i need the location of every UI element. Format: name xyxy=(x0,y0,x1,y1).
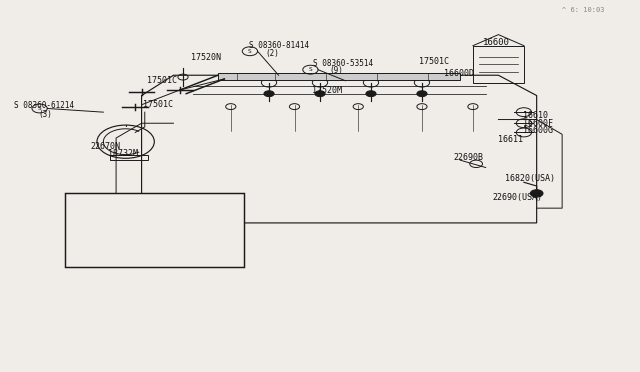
Text: S: S xyxy=(38,106,42,111)
Text: 17501C: 17501C xyxy=(143,100,173,109)
Text: 18732M: 18732M xyxy=(108,150,138,158)
Bar xyxy=(65,193,244,267)
Bar xyxy=(109,155,148,160)
Text: 22690B: 22690B xyxy=(454,153,484,162)
Text: 16600D: 16600D xyxy=(444,69,474,78)
Bar xyxy=(218,73,460,80)
Circle shape xyxy=(417,91,427,97)
Text: 16600G: 16600G xyxy=(523,126,552,135)
Text: S: S xyxy=(308,67,312,72)
Text: 17520M: 17520M xyxy=(96,218,124,227)
Text: S 08360-61214: S 08360-61214 xyxy=(14,102,74,110)
Text: 17520N: 17520N xyxy=(191,53,221,62)
Text: 17520M: 17520M xyxy=(312,86,342,94)
Text: ^ 6: 10:03: ^ 6: 10:03 xyxy=(562,7,605,13)
Circle shape xyxy=(264,91,274,97)
Text: S: S xyxy=(248,49,252,54)
Text: S 08360-53514: S 08360-53514 xyxy=(313,59,373,68)
Text: CAN: CAN xyxy=(78,202,94,211)
Text: (3): (3) xyxy=(38,109,52,119)
Text: (9): (9) xyxy=(330,66,344,75)
Text: (2): (2) xyxy=(266,49,280,58)
Text: S 08360-81414: S 08360-81414 xyxy=(248,41,308,50)
Text: 17501C: 17501C xyxy=(419,57,449,66)
Circle shape xyxy=(315,91,325,97)
Text: 22670N: 22670N xyxy=(91,142,120,151)
Text: 16611: 16611 xyxy=(499,135,524,144)
Circle shape xyxy=(531,190,543,197)
Text: 17501C: 17501C xyxy=(147,76,177,85)
Text: 16600F: 16600F xyxy=(523,119,552,128)
Text: 22690(USA): 22690(USA) xyxy=(492,193,542,202)
Circle shape xyxy=(366,91,376,97)
Text: 16820(USA): 16820(USA) xyxy=(505,174,555,183)
Text: 16610: 16610 xyxy=(523,111,548,121)
Text: 16600: 16600 xyxy=(483,38,509,46)
